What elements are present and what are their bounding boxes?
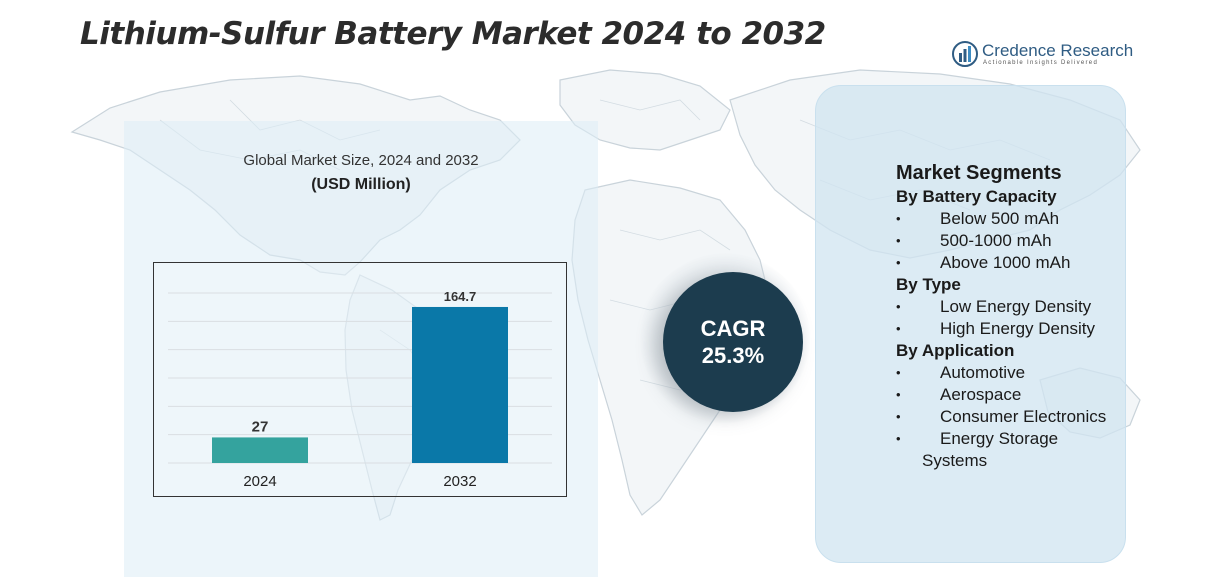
bar-chart-globe-icon	[952, 41, 978, 67]
bar-2024	[212, 437, 308, 463]
segment-item: Above 1000 mAh	[896, 252, 1124, 274]
segment-group-title: By Battery Capacity	[896, 187, 1057, 206]
segment-item: Consumer Electronics	[896, 406, 1124, 428]
logo-name: Credence Research	[982, 41, 1134, 60]
chart-unit: (USD Million)	[311, 176, 411, 193]
chart-panel	[124, 121, 598, 577]
segment-item: High Energy Density	[896, 318, 1124, 340]
segment-group-title: By Application	[896, 341, 1015, 360]
x-tick-label-2032: 2032	[443, 473, 476, 490]
segments-title: Market Segments	[896, 162, 1062, 184]
segment-item: 500-1000 mAh	[896, 230, 1124, 252]
cagr-value: 25.3%	[701, 343, 765, 368]
page-title: Lithium-Sulfur Battery Market 2024 to 20…	[80, 16, 826, 52]
chart-frame: 27 2024 164.7 2032	[153, 262, 567, 497]
segment-group-title: By Type	[896, 275, 961, 294]
cagr-label: CAGR	[700, 316, 766, 341]
data-label-2024: 27	[252, 418, 269, 435]
segments-content: Market Segments By Battery Capacity Belo…	[896, 161, 1124, 472]
logo-tagline: Actionable Insights Delivered	[983, 60, 1099, 66]
segment-item: Below 500 mAh	[896, 208, 1124, 230]
data-label-2032: 164.7	[444, 289, 477, 304]
credence-research-logo: Credence Research Actionable Insights De…	[952, 40, 1134, 70]
segment-item: Low Energy Density	[896, 296, 1124, 318]
x-tick-label-2024: 2024	[243, 473, 276, 490]
segment-item: Aerospace	[896, 384, 1124, 406]
bar-2032	[412, 306, 508, 463]
chart-subtitle: Global Market Size, 2024 and 2032	[243, 152, 479, 169]
segment-list: Automotive Aerospace Consumer Electronic…	[896, 362, 1124, 472]
cagr-badge: CAGR 25.3%	[663, 272, 803, 412]
segment-list: Low Energy Density High Energy Density	[896, 296, 1124, 340]
bar-chart: 27 2024 164.7 2032	[168, 289, 552, 490]
segment-item: Energy Storage Systems	[896, 428, 1124, 472]
segment-item: Automotive	[896, 362, 1124, 384]
segment-list: Below 500 mAh 500-1000 mAh Above 1000 mA…	[896, 208, 1124, 274]
